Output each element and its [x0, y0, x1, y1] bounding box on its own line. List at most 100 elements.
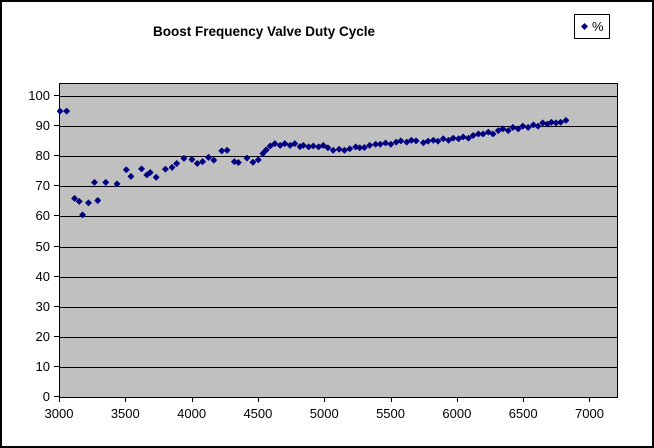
data-point [161, 165, 169, 173]
y-axis-label: 60 [35, 208, 50, 224]
data-point [180, 154, 188, 162]
data-point [459, 133, 467, 141]
x-axis-label: 3500 [110, 406, 140, 421]
data-point [366, 141, 374, 149]
data-point [286, 141, 294, 149]
gridline [60, 366, 617, 368]
data-point [469, 131, 477, 139]
data-point [79, 211, 87, 219]
data-point [534, 122, 542, 130]
data-point [504, 127, 512, 135]
x-axis-label: 4500 [243, 406, 273, 421]
y-axis-label: 30 [35, 298, 50, 314]
data-point [529, 121, 537, 129]
x-axis-label: 7000 [575, 406, 604, 421]
data-point [71, 194, 79, 202]
y-axis-tick [54, 365, 59, 367]
data-point [210, 156, 218, 164]
y-axis-label: 10 [35, 358, 50, 374]
y-axis-tick [54, 95, 59, 97]
data-point [329, 146, 337, 154]
data-point [254, 156, 262, 164]
x-axis-tick [523, 398, 525, 402]
gridline [60, 276, 617, 278]
data-point [63, 107, 71, 115]
data-point [173, 159, 181, 167]
x-axis-tick [589, 398, 591, 402]
x-axis-tick [257, 398, 259, 402]
data-point [474, 130, 482, 138]
y-axis-label: 20 [35, 328, 50, 344]
gridline [60, 246, 617, 248]
data-point [152, 173, 160, 181]
data-point [85, 199, 92, 207]
data-point [539, 119, 547, 127]
data-point [276, 141, 284, 149]
data-point [56, 107, 64, 115]
data-point [324, 144, 332, 152]
x-axis-tick [390, 398, 392, 402]
data-point [234, 159, 242, 167]
data-point [412, 137, 420, 145]
gridline [60, 186, 617, 188]
data-point [335, 145, 343, 153]
data-point [319, 141, 327, 149]
y-axis-label: 40 [35, 268, 50, 284]
data-point [382, 139, 390, 147]
data-point [143, 171, 151, 179]
data-point [223, 146, 231, 154]
x-axis-tick [191, 398, 193, 402]
y-axis-tick [54, 335, 59, 337]
plot-area [56, 83, 618, 398]
data-point [127, 172, 135, 180]
data-point [102, 178, 110, 186]
gridline [60, 306, 617, 308]
data-point [562, 116, 570, 124]
gridline [60, 126, 617, 128]
x-axis-label: 6000 [442, 406, 472, 421]
data-point [243, 154, 251, 162]
data-point [146, 168, 154, 176]
data-point [479, 130, 487, 138]
data-point [193, 159, 201, 167]
data-point [455, 135, 463, 143]
gridline [60, 156, 617, 158]
y-axis-label: 0 [42, 389, 50, 404]
x-axis-label: 5000 [309, 406, 339, 421]
data-point [509, 123, 517, 131]
data-point [429, 136, 437, 144]
legend[interactable]: % [574, 14, 610, 39]
data-point [168, 163, 176, 171]
data-point [407, 136, 415, 144]
y-axis-tick [54, 155, 59, 157]
data-point [484, 128, 492, 136]
data-point [360, 144, 368, 151]
y-axis-label: 70 [35, 178, 50, 194]
data-point [340, 146, 348, 154]
data-point [249, 158, 257, 166]
data-point [519, 122, 527, 130]
data-point [218, 147, 226, 155]
data-point [291, 140, 299, 148]
x-axis-label: 5500 [376, 406, 405, 421]
diamond-icon [581, 23, 588, 30]
data-point [397, 137, 405, 145]
data-point [138, 165, 146, 173]
data-point [199, 158, 207, 166]
data-point [494, 127, 502, 135]
gridline [60, 336, 617, 338]
data-point [262, 146, 270, 154]
data-point [271, 140, 279, 148]
data-point [547, 118, 555, 126]
data-point [266, 142, 274, 150]
data-point [445, 136, 453, 144]
y-axis-tick [54, 215, 59, 217]
x-axis-tick [456, 398, 458, 402]
data-point [205, 153, 213, 161]
x-axis-label: 4000 [177, 406, 207, 421]
data-point [296, 143, 304, 151]
data-point [94, 196, 102, 204]
y-axis-tick [54, 396, 59, 397]
data-point [403, 138, 411, 146]
x-axis-tick [324, 398, 326, 402]
